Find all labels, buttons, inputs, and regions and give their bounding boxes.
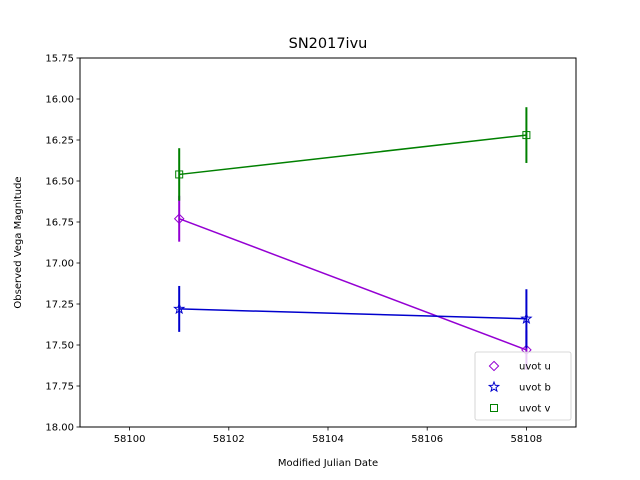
- y-tick-label: 17.25: [45, 300, 74, 311]
- y-tick-label: 16.75: [45, 218, 74, 229]
- legend-entry: uvot v: [519, 404, 550, 415]
- legend-marker: [487, 380, 501, 393]
- data-point: [173, 213, 185, 225]
- legend-entry: uvot b: [519, 383, 551, 394]
- chart-title: SN2017ivu: [289, 36, 368, 52]
- legend-marker: [490, 404, 498, 412]
- y-tick-label: 17.75: [45, 382, 74, 393]
- y-tick-label: 16.50: [45, 177, 74, 188]
- x-tick-label: 58104: [312, 434, 344, 445]
- series-line: [178, 218, 527, 351]
- plot-area: [173, 107, 533, 370]
- x-tick-label: 58102: [213, 434, 245, 445]
- legend-box: [474, 351, 572, 421]
- data-point: [522, 131, 531, 140]
- data-point: [520, 312, 533, 324]
- y-tick-label: 16.25: [45, 136, 74, 147]
- y-tick-label: 18.00: [45, 423, 74, 434]
- x-axis-label: Modified Julian Date: [278, 458, 378, 469]
- y-tick-label: 17.50: [45, 341, 74, 352]
- x-tick-label: 58108: [510, 434, 542, 445]
- series-uvot-v: [175, 107, 531, 201]
- x-axis: 58100 58102 58104 58106 58108: [114, 427, 542, 445]
- legend-marker: [488, 360, 500, 372]
- legend: uvot u uvot b uvot v: [474, 351, 572, 421]
- series-uvot-u: [173, 195, 532, 370]
- x-tick-label: 58100: [114, 434, 146, 445]
- y-tick-label: 16.00: [45, 95, 74, 106]
- legend-entry: uvot u: [519, 362, 551, 373]
- x-tick-label: 58106: [411, 434, 443, 445]
- series-line: [179, 308, 527, 320]
- y-axis-label: Observed Vega Magnitude: [13, 176, 24, 308]
- y-tick-label: 17.00: [45, 259, 74, 270]
- data-point: [175, 170, 184, 179]
- data-point: [173, 302, 186, 315]
- y-axis: 15.75 16.00 16.25 16.50 16.75 17.00 17.25 17.50…: [45, 54, 80, 434]
- series-line: [179, 134, 527, 176]
- series-uvot-b: [173, 285, 533, 349]
- y-tick-label: 15.75: [45, 54, 74, 65]
